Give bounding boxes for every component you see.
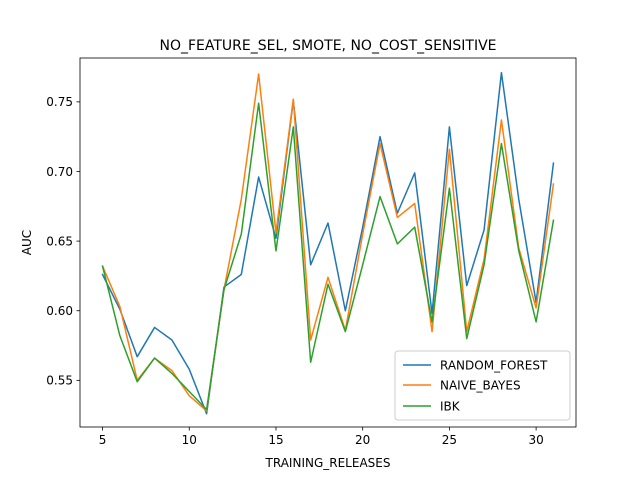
y-axis-label: AUC: [20, 230, 34, 255]
y-tick-label: 0.60: [46, 304, 73, 318]
x-tick-label: 10: [182, 433, 197, 447]
x-tick-label: 5: [99, 433, 107, 447]
axes-frame: [79, 57, 577, 428]
x-tick-label: 15: [268, 433, 283, 447]
y-tick-label: 0.65: [46, 234, 73, 248]
series-layer: [101, 71, 555, 415]
legend: RANDOM_FOREST NAIVE_BAYES IBK: [394, 350, 571, 421]
y-tick-label: 0.75: [46, 95, 73, 109]
x-tick-label: 30: [528, 433, 543, 447]
legend-label-naive-bayes: NAIVE_BAYES: [440, 379, 521, 393]
x-axis-label: TRAINING_RELEASES: [265, 456, 391, 470]
y-tick-label: 0.70: [46, 165, 73, 179]
series-line-random-forest: [101, 71, 555, 415]
y-tick-label: 0.55: [46, 374, 73, 388]
chart-title: NO_FEATURE_SEL, SMOTE, NO_COST_SENSITIVE: [159, 38, 496, 54]
legend-label-random-forest: RANDOM_FOREST: [440, 359, 548, 373]
legend-box: [394, 350, 571, 421]
axes-layer: 5 10 15 20 25 30 0.55 0.60 0.65 0.70 0.75: [46, 57, 577, 447]
series-line-ibk: [101, 102, 555, 411]
legend-label-ibk: IBK: [440, 400, 461, 414]
x-tick-label: 25: [442, 433, 457, 447]
x-tick-label: 20: [355, 433, 370, 447]
